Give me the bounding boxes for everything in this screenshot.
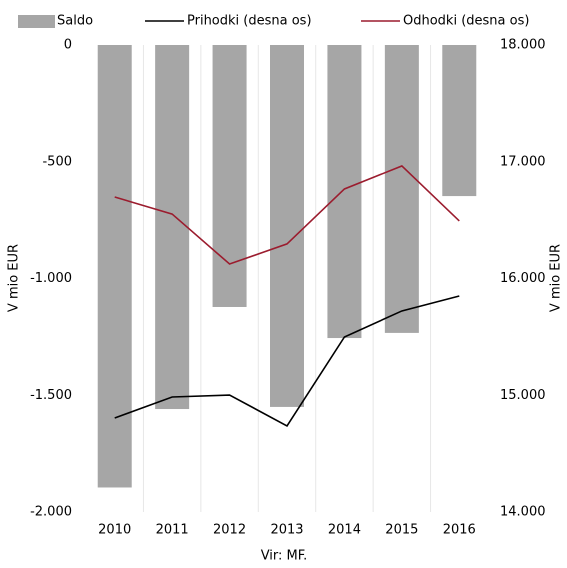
- y2-tick-label: 16.000: [500, 271, 546, 286]
- bar: [327, 45, 362, 339]
- line: [114, 165, 460, 265]
- y-tick-label: -1.500: [30, 388, 72, 403]
- x-tick-label: 2015: [385, 523, 418, 538]
- y2-tick-label: 17.000: [500, 154, 546, 169]
- bar: [442, 45, 477, 197]
- bar: [97, 45, 132, 488]
- y-tick-label: -2.000: [30, 505, 72, 520]
- bar: [384, 45, 419, 333]
- x-tick-label: 2011: [156, 523, 189, 538]
- bar: [212, 45, 247, 307]
- x-tick-label: 2013: [270, 523, 303, 538]
- bar: [270, 45, 304, 407]
- source-note: Vir: MF.: [261, 549, 308, 564]
- x-tick-label: 2014: [328, 523, 361, 538]
- y2-tick-label: 15.000: [500, 388, 546, 403]
- legend-label: Odhodki (desna os): [403, 14, 529, 29]
- x-tick-label: 2010: [98, 523, 131, 538]
- legend-label: Prihodki (desna os): [187, 14, 312, 29]
- y2-axis-title: V mio EUR: [549, 244, 564, 312]
- legend-label: Saldo: [57, 14, 93, 29]
- y2-tick-label: 14.000: [500, 505, 546, 520]
- y-axis-title: V mio EUR: [7, 244, 22, 312]
- y-tick-label: 0: [64, 38, 72, 53]
- y2-tick-label: 18.000: [500, 38, 546, 53]
- bar: [155, 45, 190, 410]
- x-tick-label: 2016: [443, 523, 476, 538]
- y-tick-label: -1.000: [30, 271, 72, 286]
- line: [114, 295, 460, 428]
- y-tick-label: -500: [42, 154, 72, 169]
- legend-swatch: [18, 15, 55, 28]
- x-tick-label: 2012: [213, 523, 246, 538]
